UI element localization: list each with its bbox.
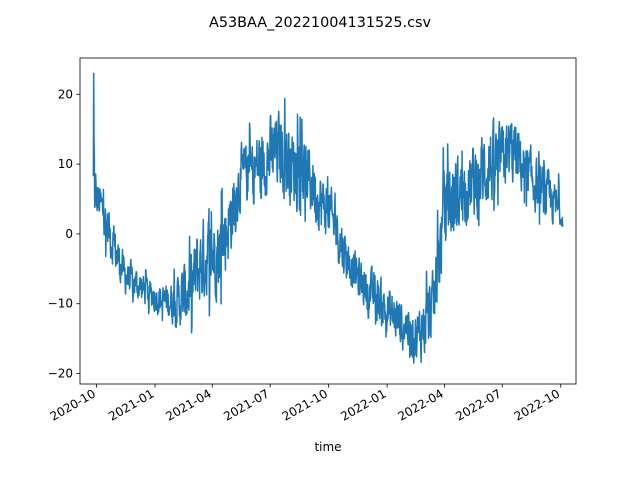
y-tick-label: −10 <box>48 297 73 311</box>
series-layer <box>92 72 564 364</box>
y-axis-ticks: −20 −10 0 10 20 <box>48 87 80 381</box>
axes-frame <box>79 57 577 385</box>
series-line <box>92 72 564 364</box>
y-tick-label: 20 <box>58 87 73 101</box>
chart-title: A53BAA_20221004131525.csv <box>209 15 431 31</box>
y-tick-label: 0 <box>65 227 73 241</box>
y-tick-label: −20 <box>48 367 73 381</box>
x-axis-label: time <box>314 440 341 454</box>
y-tick-label: 10 <box>58 157 73 171</box>
